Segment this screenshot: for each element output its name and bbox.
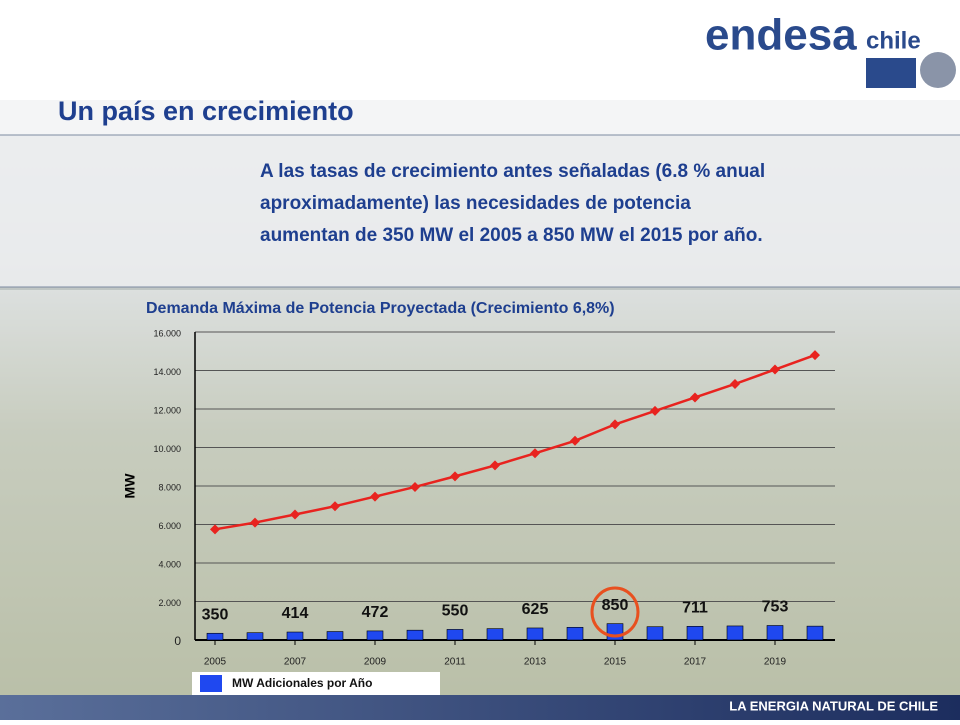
header	[0, 0, 960, 100]
bar	[286, 631, 304, 641]
data-label: 850	[602, 597, 629, 614]
bar	[686, 626, 704, 641]
bar	[606, 623, 624, 641]
highlight-circle	[590, 586, 640, 638]
line-marker	[210, 524, 220, 535]
chart-title: Demanda Máxima de Potencia Proyectada (C…	[146, 300, 615, 317]
data-label: 414	[282, 605, 309, 622]
legend	[192, 672, 440, 695]
y-tick-label: 0	[174, 634, 181, 648]
line-marker	[810, 350, 820, 361]
line-marker	[610, 419, 620, 430]
y-tick-label: 10.000	[153, 444, 181, 454]
y-tick-label: 6.000	[158, 521, 181, 531]
line	[214, 353, 816, 531]
logo-word: endesa	[705, 11, 857, 60]
x-tick-label: 2005	[204, 657, 227, 668]
line-marker	[690, 392, 700, 403]
data-label: 550	[442, 603, 469, 620]
y-axis-label: MW	[122, 473, 138, 499]
chart-panel	[0, 290, 960, 695]
bar	[366, 630, 384, 641]
x-tick-label: 2007	[284, 657, 307, 668]
data-label: 472	[362, 604, 389, 621]
legend-swatch	[200, 675, 222, 692]
legend-label: MW Adicionales por Año	[232, 676, 372, 690]
bar	[646, 626, 664, 641]
logo-sub: chile	[866, 27, 921, 54]
title-band	[0, 100, 960, 135]
bar	[446, 629, 464, 641]
data-label: 625	[522, 601, 549, 618]
text-panel	[0, 135, 960, 287]
bar	[726, 625, 744, 641]
footer-text: LA ENERGIA NATURAL DE CHILE	[729, 698, 938, 713]
bar	[486, 628, 504, 641]
paragraph-line: A las tasas de crecimiento antes señalad…	[260, 161, 765, 182]
data-label: 711	[682, 600, 708, 617]
paragraph-line: aproximadamente) las necesidades de pote…	[260, 193, 691, 214]
x-tick-label: 2009	[364, 657, 387, 668]
bar	[206, 632, 224, 641]
bar	[406, 629, 424, 641]
footer-bar	[0, 695, 960, 720]
line-marker	[290, 509, 300, 520]
bar	[326, 631, 344, 641]
x-tick-label: 2019	[764, 657, 787, 668]
y-tick-label: 16.000	[153, 328, 181, 338]
y-tick-label: 2.000	[158, 598, 181, 608]
data-label: 753	[762, 599, 789, 616]
line-marker	[530, 448, 540, 459]
bar	[566, 626, 584, 641]
bar	[246, 632, 264, 641]
line-marker	[730, 378, 740, 389]
x-tick-label: 2015	[604, 657, 627, 668]
line-marker	[410, 481, 420, 492]
line-marker	[490, 460, 500, 471]
logo-mark	[866, 58, 916, 88]
line-marker	[770, 364, 780, 375]
x-tick-label: 2013	[524, 657, 547, 668]
y-tick-label: 14.000	[153, 367, 181, 377]
x-tick-label: 2011	[444, 657, 466, 668]
line-marker	[330, 501, 340, 512]
y-tick-label: 4.000	[158, 559, 181, 569]
bar	[766, 625, 784, 641]
line-marker	[250, 517, 260, 528]
x-tick-label: 2017	[684, 657, 707, 668]
line-marker	[650, 405, 660, 416]
line-marker	[570, 435, 580, 446]
line-marker	[450, 471, 460, 482]
data-label: 350	[202, 606, 229, 623]
line-marker	[370, 491, 380, 502]
bar	[806, 625, 824, 641]
y-tick-label: 8.000	[158, 482, 181, 492]
y-tick-label: 12.000	[153, 405, 181, 415]
logo-badge	[920, 52, 956, 88]
paragraph-line: aumentan de 350 MW el 2005 a 850 MW el 2…	[260, 225, 763, 246]
bar	[526, 627, 544, 641]
slide-title: Un país en crecimiento	[58, 96, 354, 126]
